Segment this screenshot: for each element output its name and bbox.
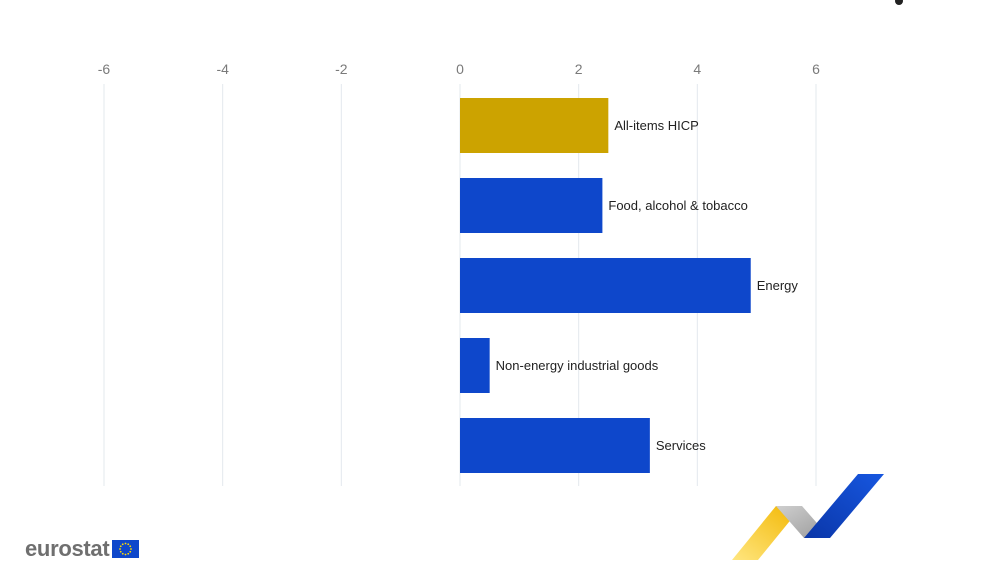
bar-category-label: Services xyxy=(656,438,706,453)
x-tick-label: -6 xyxy=(98,61,111,77)
bar-labels: All-items HICP Food, alcohol & tobacco Ene… xyxy=(496,118,799,453)
eu-flag-icon xyxy=(112,540,140,558)
brand-ribbon-icon xyxy=(732,474,884,560)
bar-category-label: Food, alcohol & tobacco xyxy=(608,198,747,213)
x-axis-ticks: -6 -4 -2 0 2 4 6 xyxy=(98,61,820,77)
x-tick-label: 2 xyxy=(575,61,583,77)
logo-text: eurostat xyxy=(25,536,110,561)
bar[interactable] xyxy=(460,98,609,153)
x-tick-label: 6 xyxy=(812,61,820,77)
bar-category-label: Energy xyxy=(757,278,799,293)
bar-chart: -6 -4 -2 0 2 4 6 All-items HICP Food, alcohol &… xyxy=(98,61,820,486)
x-tick-label: 4 xyxy=(693,61,701,77)
bar-category-label: All-items HICP xyxy=(614,118,699,133)
x-tick-label: 0 xyxy=(456,61,464,77)
x-tick-label: -4 xyxy=(216,61,229,77)
bars xyxy=(460,98,751,473)
bar-category-label: Non-energy industrial goods xyxy=(496,358,659,373)
bar[interactable] xyxy=(460,338,490,393)
corner-menu-dot xyxy=(895,0,903,5)
eurostat-logo[interactable]: eurostat xyxy=(25,536,140,561)
bar[interactable] xyxy=(460,178,603,233)
x-tick-label: -2 xyxy=(335,61,348,77)
bar[interactable] xyxy=(460,258,751,313)
bar[interactable] xyxy=(460,418,650,473)
